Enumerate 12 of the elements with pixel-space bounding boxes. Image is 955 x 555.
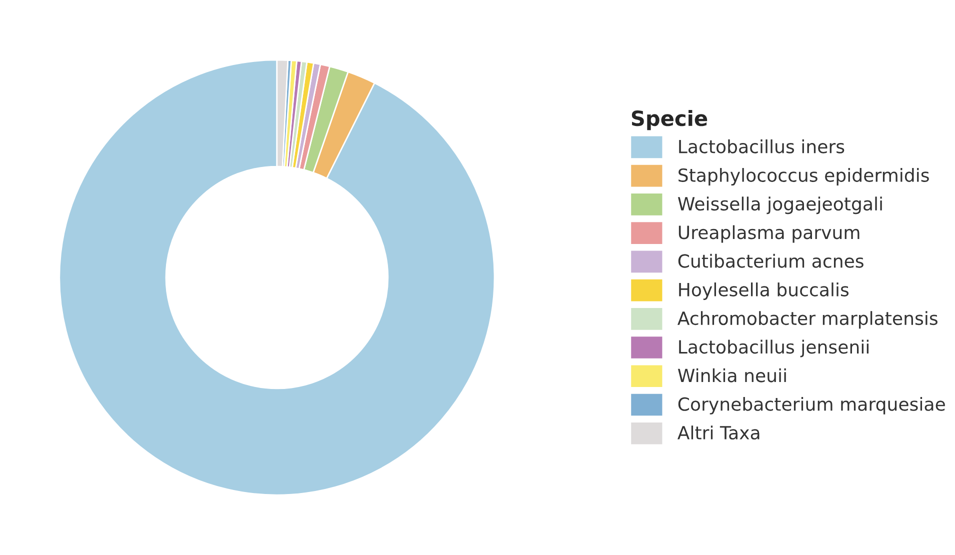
legend-label: Hoylesella buccalis: [679, 282, 849, 300]
legend-title: Specie: [632, 110, 708, 130]
legend-label: Staphylococcus epidermidis: [678, 168, 929, 186]
legend-label: Lactobacillus jensenii: [679, 340, 868, 358]
legend-label: Achromobacter marplatensis: [678, 311, 938, 329]
legend-label: Altri Taxa: [678, 426, 760, 440]
legend-label: Cutibacterium acnes: [678, 254, 864, 268]
legend-label: Corynebacterium marquesiae: [678, 396, 945, 414]
legend-label: Weissella jogaejeotgali: [678, 196, 882, 214]
legend-label: Lactobacillus iners: [679, 139, 844, 154]
legend-label: Ureaplasma parvum: [678, 225, 860, 243]
legend-label: Winkia neuii: [678, 368, 786, 382]
